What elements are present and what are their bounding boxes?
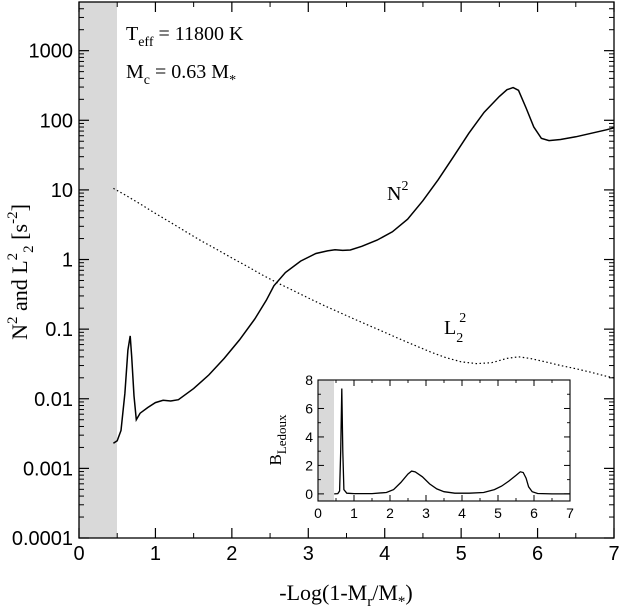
- inset-x-tick-label: 5: [494, 505, 502, 521]
- inset-shaded-region: [318, 380, 334, 501]
- main-shaded-region: [79, 2, 117, 538]
- x-tick-label: 1: [150, 543, 161, 565]
- y-axis-label: N2 and L22 [s-2]: [5, 204, 37, 340]
- inset-x-tick-label: 0: [314, 505, 322, 521]
- y-tick-label: 10: [51, 180, 73, 202]
- inset-x-tick-label: 4: [458, 505, 466, 521]
- inset-y-tick-label: 0: [305, 486, 313, 502]
- series-line-n2: [112, 86, 615, 444]
- y-tick-label: 0.01: [34, 389, 73, 411]
- l2-series-label: L22: [444, 311, 466, 346]
- inset-y-axis-label: BLedoux: [266, 414, 289, 466]
- inset-x-tick-label: 3: [422, 505, 430, 521]
- inset-x-tick-label: 1: [350, 505, 358, 521]
- series-line-l22: [113, 187, 615, 379]
- y-tick-label: 0.1: [45, 319, 73, 341]
- main-series: [112, 86, 615, 444]
- inset-series: [334, 388, 570, 495]
- inset-ticks: 0 1 2 3 4 5 6 7 0 2 4 6 8: [305, 372, 574, 521]
- x-tick-label: 0: [73, 543, 84, 565]
- y-tick-label: 1000: [29, 41, 74, 63]
- teff-annotation: Teff = 11800 K: [126, 23, 244, 50]
- inset-x-tick-label: 7: [566, 505, 574, 521]
- x-tick-label: 4: [379, 543, 390, 565]
- x-tick-label: 7: [608, 543, 619, 565]
- inset-y-tick-label: 2: [305, 457, 313, 473]
- y-tick-label: 100: [40, 110, 73, 132]
- x-tick-label: 5: [456, 543, 467, 565]
- x-tick-label: 6: [532, 543, 543, 565]
- x-tick-label: 3: [303, 543, 314, 565]
- x-axis-label: -Log(1-Mr/M*): [279, 580, 413, 610]
- x-tick-label: 2: [226, 543, 237, 565]
- inset-x-tick-label: 6: [530, 505, 538, 521]
- y-tick-label: 1: [62, 250, 73, 272]
- inset-plot: 0 1 2 3 4 5 6 7 0 2 4 6 8 BLedoux: [266, 372, 574, 521]
- n2-series-label: N2: [387, 179, 408, 205]
- mc-annotation: Mc = 0.63 M*: [126, 61, 236, 88]
- y-tick-label: 0.0001: [12, 528, 73, 550]
- inset-background: [318, 380, 570, 501]
- inset-y-tick-label: 6: [305, 400, 313, 416]
- y-tick-label: 0.001: [23, 458, 73, 480]
- series-line-bledoux: [334, 388, 570, 495]
- inset-y-tick-label: 8: [305, 372, 313, 388]
- inset-y-tick-label: 4: [305, 429, 313, 445]
- inset-x-tick-label: 2: [386, 505, 394, 521]
